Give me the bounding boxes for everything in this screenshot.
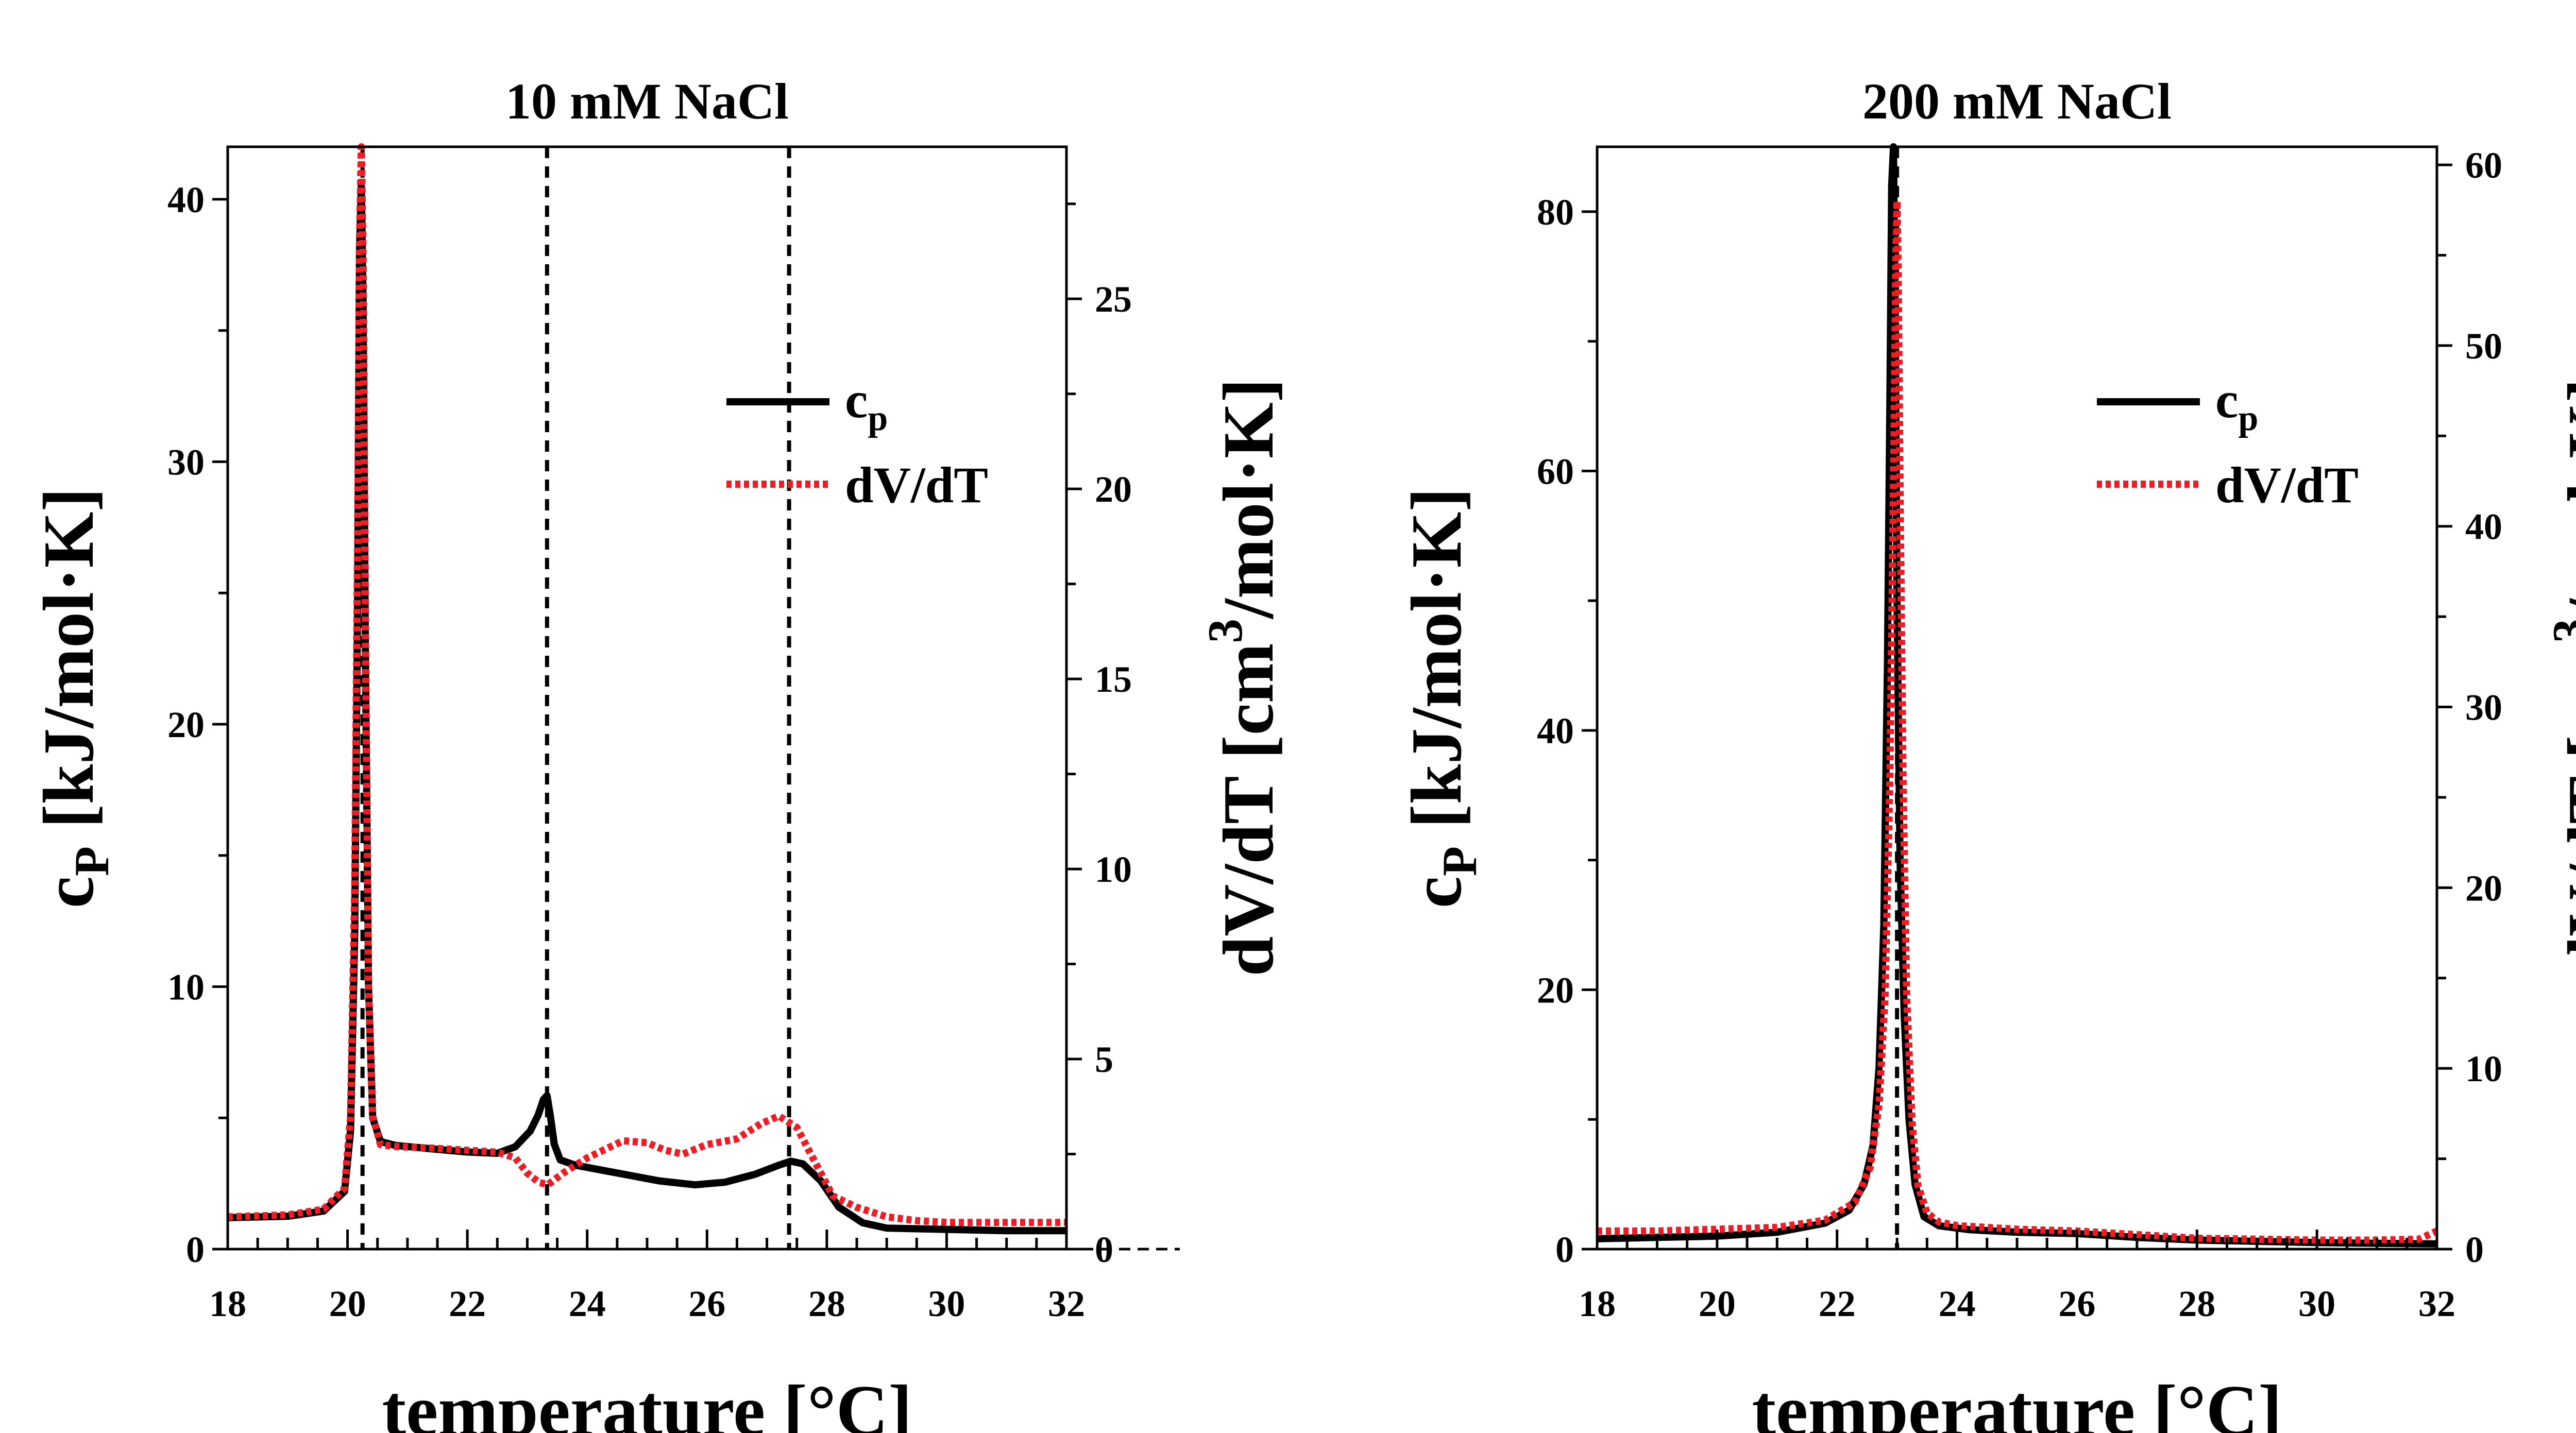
legend-label-dvdt: dV/dT: [845, 456, 988, 514]
y2-tick-label: 20: [2465, 867, 2502, 909]
x-tick-label: 32: [1048, 1283, 1085, 1324]
x-axis-label: temperature [°C]: [1752, 1371, 2282, 1433]
y2-tick-label: 20: [1095, 469, 1132, 510]
x-tick-label: 32: [2418, 1283, 2455, 1324]
x-tick-label: 28: [808, 1283, 845, 1324]
legend-label-cp: cp: [845, 371, 888, 438]
series-line-cp: [227, 182, 1066, 1235]
y-tick-label: 40: [167, 179, 205, 220]
series-line-dvdt: [1597, 197, 2438, 1244]
y-tick-label: 80: [1537, 192, 1574, 233]
y-tick-label: 0: [1555, 1229, 1574, 1270]
x-tick-label: 24: [1939, 1283, 1976, 1324]
y-tick-label: 20: [167, 704, 205, 745]
x-tick-label: 26: [688, 1283, 725, 1324]
y-tick-label: 40: [1537, 710, 1574, 752]
series-line-dvdt: [227, 143, 1066, 1226]
y2-tick-label: 0: [2465, 1229, 2484, 1270]
plot-frame: [1596, 145, 2438, 1251]
x-tick-label: 22: [449, 1283, 486, 1324]
y2-tick-label: 60: [2465, 145, 2502, 186]
y-tick-label: 10: [167, 966, 205, 1008]
chart-title: 10 mM NaCl: [505, 73, 789, 130]
y2-axis-label: dV/dT [cm3/mol·K]: [2543, 378, 2576, 976]
series-line-cp: [1597, 143, 2437, 1248]
x-tick-label: 28: [2178, 1283, 2215, 1324]
y-tick-label: 20: [1537, 969, 1574, 1011]
x-tick-label: 30: [2298, 1283, 2335, 1324]
x-tick-label: 20: [1699, 1283, 1736, 1324]
x-tick-label: 24: [569, 1283, 606, 1324]
y2-tick-label: 30: [2465, 687, 2502, 728]
y2-tick-label: 10: [2465, 1048, 2502, 1089]
legend-label-dvdt: dV/dT: [2215, 456, 2359, 514]
y2-tick-label: 5: [1095, 1039, 1113, 1080]
x-tick-label: 18: [1579, 1283, 1616, 1324]
x-axis-label: temperature [°C]: [382, 1371, 912, 1433]
x-tick-label: 20: [329, 1283, 366, 1324]
y2-tick-label: 15: [1095, 659, 1132, 700]
y-tick-label: 30: [167, 441, 205, 483]
y2-tick-label: 50: [2465, 326, 2502, 367]
y-tick-label: 0: [186, 1229, 205, 1270]
y2-tick-label: 25: [1095, 279, 1132, 320]
x-tick-label: 18: [209, 1283, 246, 1324]
x-tick-label: 26: [2058, 1283, 2095, 1324]
y2-tick-label: 40: [2465, 506, 2502, 548]
x-tick-label: 30: [928, 1283, 965, 1324]
y-axis-label: cP [kJ/mol·K]: [29, 488, 119, 908]
y-tick-label: 60: [1537, 451, 1574, 492]
chart-title: 200 mM NaCl: [1862, 73, 2172, 130]
y2-tick-label: 10: [1095, 849, 1132, 890]
y-axis-label: cP [kJ/mol·K]: [1397, 488, 1487, 908]
y2-axis-label: dV/dT [cm3/mol·K]: [1198, 378, 1289, 976]
legend-label-cp: cp: [2215, 371, 2258, 438]
x-tick-label: 22: [1819, 1283, 1856, 1324]
